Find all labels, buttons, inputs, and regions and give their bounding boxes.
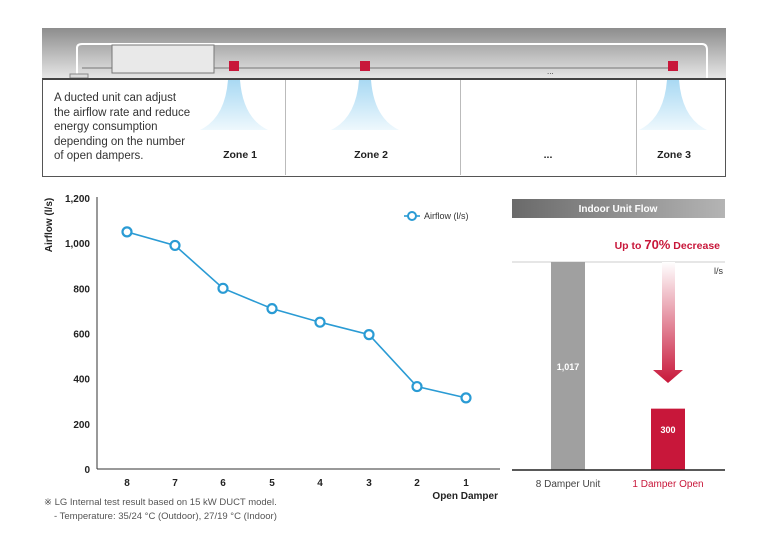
bar-category-label: 8 Damper Unit [536,479,601,490]
chart-title: Indoor Unit Flow [579,204,658,215]
legend-label: Airflow (l/s) [424,211,469,221]
chart-header [512,199,725,218]
data-point [314,316,326,328]
airflow-cones [200,80,707,130]
y-tick-label: 1,200 [65,194,90,205]
y-tick-label: 200 [73,420,90,431]
duct-illustration: ... [69,43,708,79]
bar-value-label: 1,017 [557,362,580,372]
data-point [266,303,278,315]
data-point [121,226,133,238]
data-point [169,239,181,252]
x-tick-label: 1 [463,478,469,489]
x-tick-label: 3 [366,478,372,489]
bar-category-label: 1 Damper Open [632,479,703,490]
bar [551,262,585,470]
x-tick-label: 7 [172,478,178,489]
description: A ducted unit can adjust the airflow rat… [54,92,191,162]
ducted-unit-icon [111,44,215,74]
zone-label: ... [543,149,553,161]
bar [651,408,685,470]
legend-marker [407,211,417,221]
data-point [411,380,423,393]
zone-label: Zone 3 [657,149,691,161]
decrease-annotation: Up to 70% Decrease [615,237,721,252]
damper-icon [360,61,370,71]
airflow-line-chart: Airflow (l/s) Open Damper 0 200 400 600 800 1… [44,194,500,502]
zone-divider [460,80,461,175]
duct-ellipsis: ... [547,67,554,76]
footnote-1: ※ LG Internal test result based on 15 kW… [44,497,277,508]
x-axis-label: Open Damper [432,491,498,502]
airflow-cone [639,80,707,130]
y-tick-label: 800 [73,284,90,295]
bar-value-label: 300 [660,425,675,435]
airflow-cone [331,80,399,130]
zone-divider [285,80,286,175]
damper-icon [229,61,239,71]
zone-label: Zone 2 [354,149,388,161]
x-tick-label: 4 [317,478,323,489]
y-axis-label: Airflow (l/s) [44,198,55,252]
y-tick-label: 600 [73,330,90,341]
x-tick-label: 2 [414,478,420,489]
indoor-unit-flow-chart: Indoor Unit Flow Up to 70% Decrease l/s … [512,199,725,490]
airflow-cone [200,80,268,130]
x-tick-label: 5 [269,478,275,489]
decrease-arrow-icon [653,262,683,383]
y-tick-label: 0 [84,465,90,476]
y-tick-label: 1,000 [65,239,90,250]
zone-label: Zone 1 [223,149,257,161]
unit-label: l/s [714,266,724,276]
data-point [460,392,472,404]
y-tick-label: 400 [73,375,90,386]
x-tick-label: 8 [124,478,130,489]
x-tick-label: 6 [220,478,226,489]
data-point [363,329,375,341]
zone-divider [636,80,637,175]
footnote-2: - Temperature: 35/24 °C (Outdoor), 27/19… [54,511,277,522]
damper-icon [668,61,678,71]
data-point [217,282,229,294]
airflow-series-line [126,231,467,399]
